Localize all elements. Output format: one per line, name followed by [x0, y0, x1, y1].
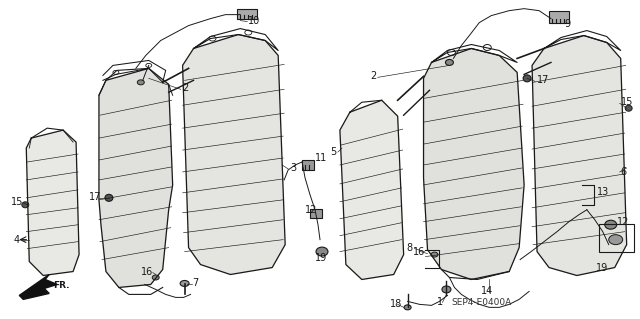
Text: 7: 7: [193, 278, 199, 288]
Text: 9: 9: [564, 19, 570, 29]
Text: 4: 4: [13, 235, 19, 245]
Ellipse shape: [316, 247, 328, 256]
Polygon shape: [19, 274, 57, 300]
Text: 5: 5: [330, 147, 336, 157]
Text: SEP4-E0400A: SEP4-E0400A: [451, 298, 511, 307]
Polygon shape: [532, 35, 627, 276]
Ellipse shape: [180, 280, 189, 286]
Text: 17: 17: [89, 192, 101, 202]
Text: 17: 17: [537, 75, 549, 85]
Bar: [549, 11, 569, 23]
Text: 3: 3: [290, 163, 296, 173]
Text: 19: 19: [315, 253, 327, 263]
Text: 16: 16: [413, 247, 425, 256]
Text: 13: 13: [596, 187, 609, 197]
Polygon shape: [424, 48, 524, 279]
Text: 12: 12: [305, 205, 317, 215]
Text: 14: 14: [481, 286, 493, 296]
Bar: [237, 9, 257, 19]
Ellipse shape: [442, 286, 451, 293]
Text: 19: 19: [596, 263, 608, 272]
Text: 11: 11: [315, 153, 327, 163]
Ellipse shape: [22, 202, 29, 208]
Polygon shape: [182, 34, 285, 274]
Polygon shape: [340, 100, 404, 279]
Text: 15: 15: [621, 97, 633, 107]
Ellipse shape: [445, 59, 453, 65]
Ellipse shape: [605, 220, 617, 229]
Ellipse shape: [404, 305, 411, 310]
Ellipse shape: [523, 75, 531, 82]
Ellipse shape: [625, 105, 632, 111]
Text: 2: 2: [182, 83, 189, 93]
Text: 15: 15: [12, 197, 24, 207]
Ellipse shape: [609, 235, 623, 245]
Polygon shape: [99, 68, 173, 287]
Text: 12: 12: [617, 217, 629, 227]
Ellipse shape: [152, 275, 159, 280]
Bar: [302, 160, 314, 170]
Ellipse shape: [431, 252, 438, 257]
Ellipse shape: [105, 194, 113, 201]
Text: 16: 16: [141, 266, 153, 277]
Text: 8: 8: [406, 243, 413, 253]
Text: FR.: FR.: [53, 281, 70, 290]
Bar: [310, 209, 322, 218]
Text: 18: 18: [390, 299, 402, 309]
Bar: [599, 224, 634, 252]
Text: 2: 2: [370, 71, 376, 81]
Text: 1: 1: [436, 297, 443, 308]
Text: 6: 6: [621, 167, 627, 177]
Polygon shape: [26, 130, 79, 276]
Ellipse shape: [138, 80, 144, 85]
Text: 10: 10: [248, 16, 260, 26]
